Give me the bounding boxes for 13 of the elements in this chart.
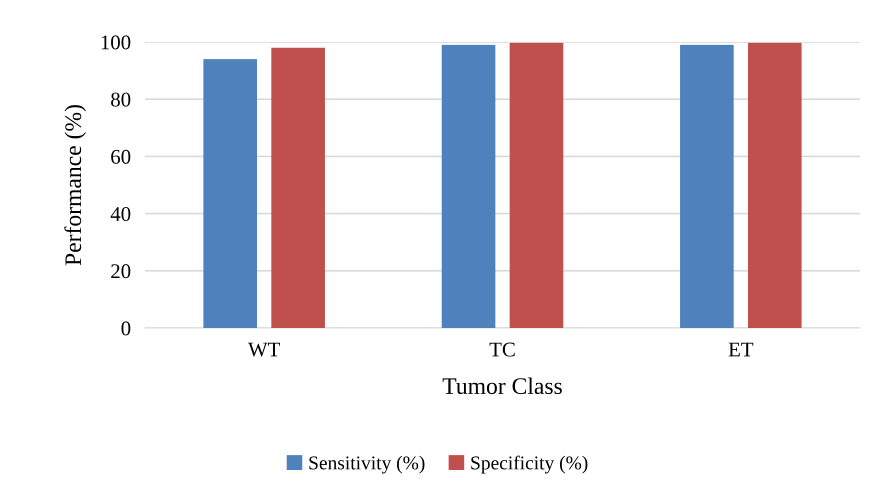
x-tick-label: WT [248, 342, 280, 357]
y-axis-title: Performance (%) [64, 105, 86, 266]
x-tick-label: TC [490, 342, 515, 357]
x-axis-title: Tumor Class [442, 377, 562, 394]
y-tick-label: 80 [111, 92, 130, 107]
y-tick-label: 100 [102, 35, 130, 50]
y-tick-label: 0 [121, 321, 130, 336]
legend-label: Specificity (%) [471, 456, 588, 474]
legend-label: Sensitivity (%) [309, 456, 424, 474]
y-tick-label: 40 [110, 206, 130, 222]
y-tick-label: 20 [111, 264, 130, 278]
x-tick-label: ET [728, 342, 754, 356]
y-tick-label: 60 [111, 150, 130, 164]
